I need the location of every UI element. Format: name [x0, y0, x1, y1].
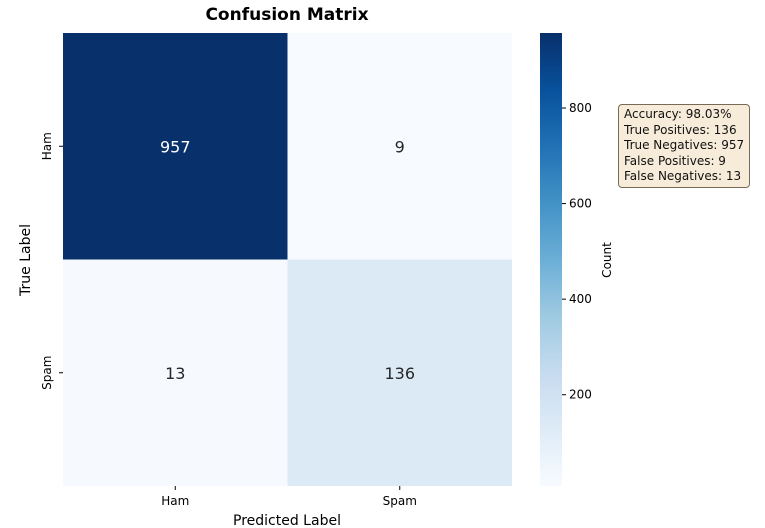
false-negatives-text: False Negatives: 13 — [624, 169, 742, 183]
y-axis-ticks: Ham Spam — [40, 132, 63, 390]
colorbar-tick-label: 600 — [569, 197, 592, 211]
accuracy-text: Accuracy: 98.03% — [624, 107, 732, 121]
heatmap-cell — [287, 259, 512, 486]
x-tick-label: Ham — [161, 494, 189, 508]
colorbar-tick-label: 200 — [569, 388, 592, 402]
cell-value-label: 13 — [165, 364, 185, 383]
metrics-summary-box: Accuracy: 98.03% True Positives: 136 Tru… — [618, 104, 751, 188]
heatmap-cell — [63, 259, 288, 486]
heatmap-cell — [63, 33, 288, 260]
false-positives-text: False Positives: 9 — [624, 153, 726, 168]
cell-value-label: 136 — [384, 364, 415, 383]
colorbar-ticks: 200 400 600 800 — [562, 101, 592, 402]
heatmap-cell — [287, 33, 512, 260]
colorbar-tick-label: 400 — [569, 292, 592, 306]
x-axis-label: Predicted Label — [233, 513, 341, 528]
y-tick-label: Ham — [40, 132, 54, 160]
colorbar-label: Count — [600, 242, 614, 278]
x-axis-ticks: Ham Spam — [161, 486, 417, 508]
x-tick-label: Spam — [383, 494, 417, 508]
true-positives-text: True Positives: 136 — [624, 122, 737, 137]
colorbar — [540, 33, 562, 486]
colorbar-tick-label: 800 — [569, 101, 592, 115]
y-axis-label: True Label — [18, 224, 34, 297]
true-negatives-text: True Negatives: 957 — [624, 138, 745, 152]
heatmap-cells: 957 9 13 136 — [63, 33, 512, 486]
cell-value-label: 9 — [395, 137, 405, 156]
chart-title: Confusion Matrix — [205, 5, 368, 25]
cell-value-label: 957 — [160, 137, 191, 156]
y-tick-label: Spam — [40, 356, 54, 390]
